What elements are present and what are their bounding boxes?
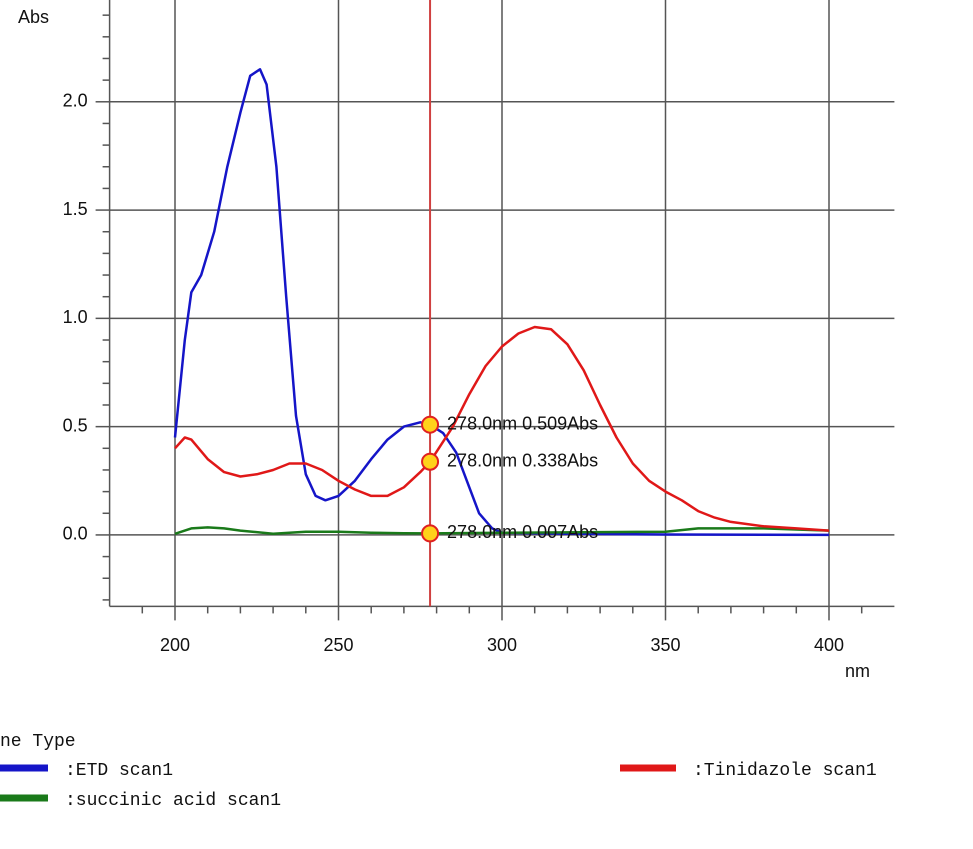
y-tick-label: 0.5 [63,415,88,435]
x-axis-label: nm [845,661,870,681]
cursor-label: 278.0nm 0.007Abs [447,522,598,542]
cursor-marker [421,452,440,471]
y-tick-label: 1.0 [63,307,88,327]
x-tick-label: 200 [160,635,190,655]
series-line [173,68,830,537]
y-tick-label: 0.0 [63,524,88,544]
legend-label: :ETD scan1 [65,761,173,781]
x-tick-label: 250 [323,635,353,655]
cursor-marker [421,524,440,543]
legend-title: ne Type [0,732,76,752]
legend-label: :Tinidazole scan1 [693,761,877,781]
y-tick-label: 2.0 [63,91,88,111]
cursor-label: 278.0nm 0.338Abs [447,450,598,470]
y-tick-label: 1.5 [63,199,88,219]
series-line [174,325,830,532]
x-tick-label: 350 [650,635,680,655]
cursor-label: 278.0nm 0.509Abs [447,413,598,433]
series-line [174,526,830,536]
y-axis-label: Abs [18,7,49,27]
cursor-marker [421,415,440,434]
x-tick-label: 400 [814,635,844,655]
legend-label: :succinic acid scan1 [65,791,281,811]
x-tick-label: 300 [487,635,517,655]
